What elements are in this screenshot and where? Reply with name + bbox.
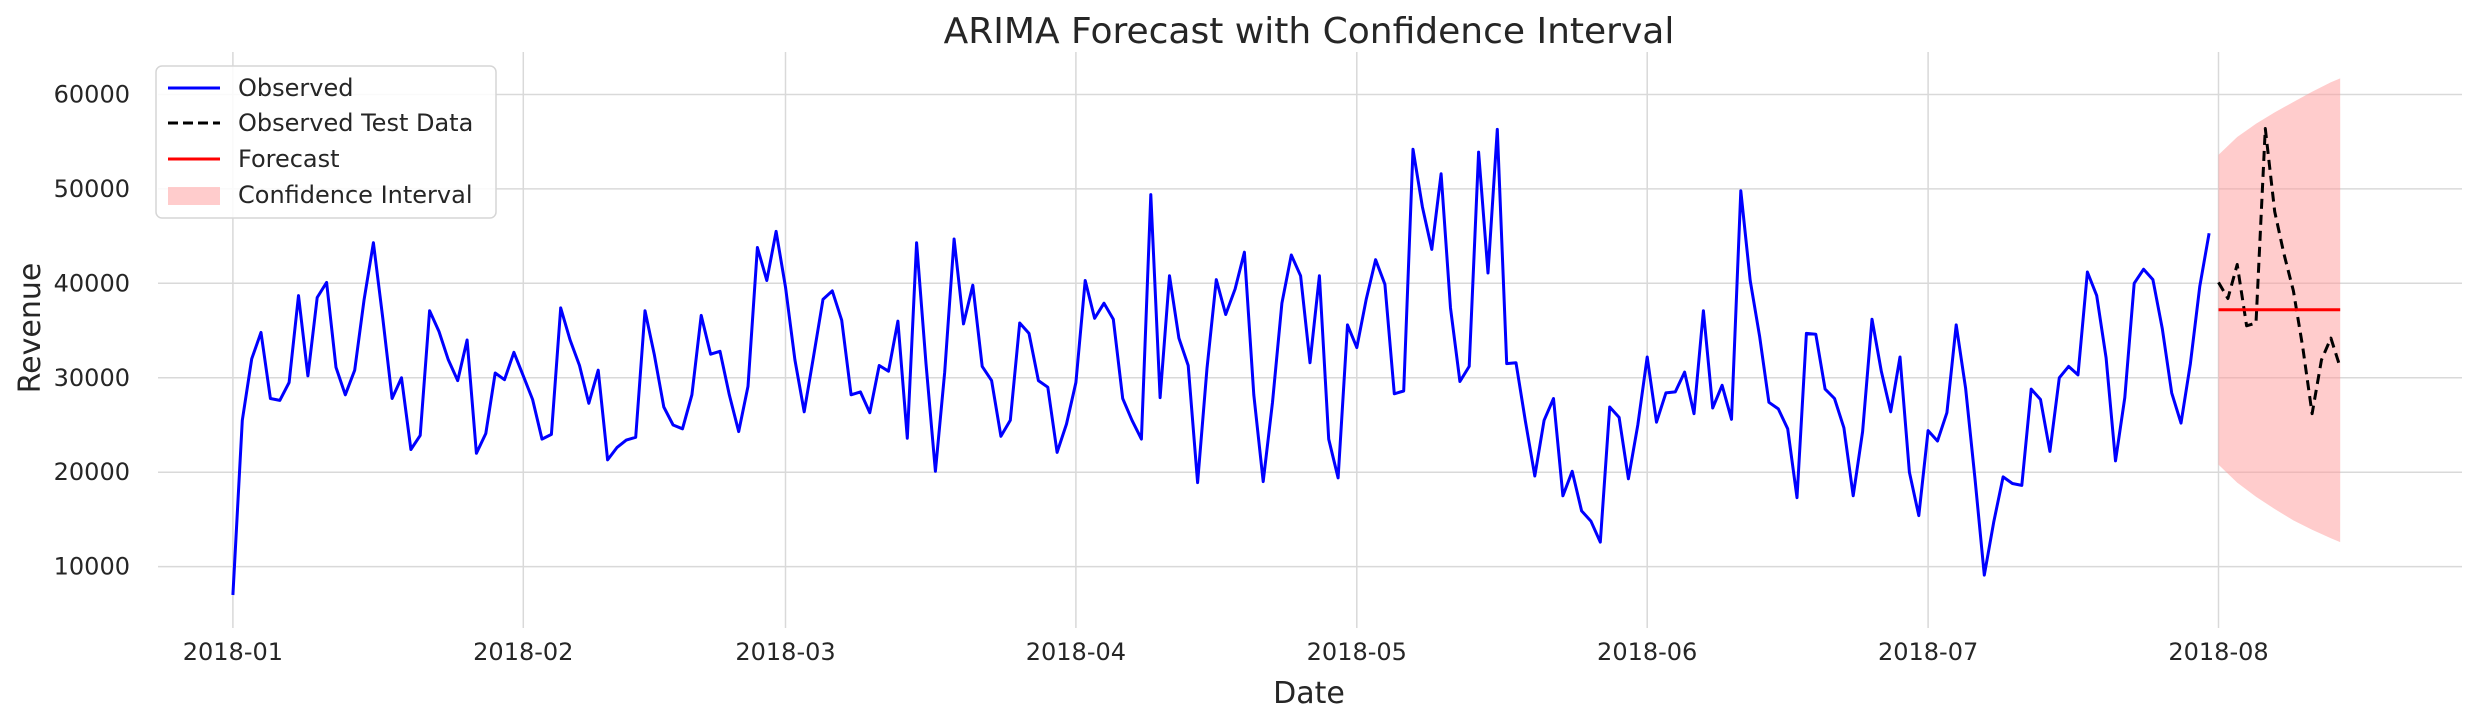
y-tick-label: 30000 (54, 364, 130, 392)
legend-confidence-patch (168, 187, 220, 205)
observed-line (231, 127, 2211, 596)
y-tick-label: 40000 (54, 269, 130, 297)
tick-labels: 2018-01 2018-02 2018-03 2018-04 2018-05 2018-… (54, 81, 2269, 667)
x-tick-label: 2018-07 (1878, 638, 1978, 666)
legend-observed-label: Observed (238, 74, 353, 102)
x-tick-label: 2018-03 (735, 638, 835, 666)
x-tick-label: 2018-01 (183, 638, 283, 666)
x-tick-label: 2018-06 (1597, 638, 1697, 666)
y-tick-label: 10000 (54, 553, 130, 581)
y-tick-label: 50000 (54, 175, 130, 203)
legend-test-data-label: Observed Test Data (238, 109, 473, 137)
x-tick-label: 2018-08 (2168, 638, 2268, 666)
x-tick-label: 2018-05 (1307, 638, 1407, 666)
grid-lines (158, 52, 2462, 628)
y-tick-label: 20000 (54, 458, 130, 486)
legend-forecast-label: Forecast (238, 145, 340, 173)
legend-confidence-label: Confidence Interval (238, 181, 472, 209)
x-tick-label: 2018-04 (1026, 638, 1126, 666)
y-axis-title: Revenue (13, 263, 48, 394)
chart-title: ARIMA Forecast with Confidence Interval (944, 11, 1675, 52)
legend: Observed Observed Test Data Forecast Con… (155, 65, 497, 219)
x-axis-title: Date (1273, 676, 1345, 711)
series-layer (231, 127, 2342, 596)
observed-test-data-line (2217, 127, 2342, 416)
x-tick-label: 2018-02 (473, 638, 573, 666)
legend-frame (155, 65, 497, 219)
y-tick-label: 60000 (54, 81, 130, 109)
